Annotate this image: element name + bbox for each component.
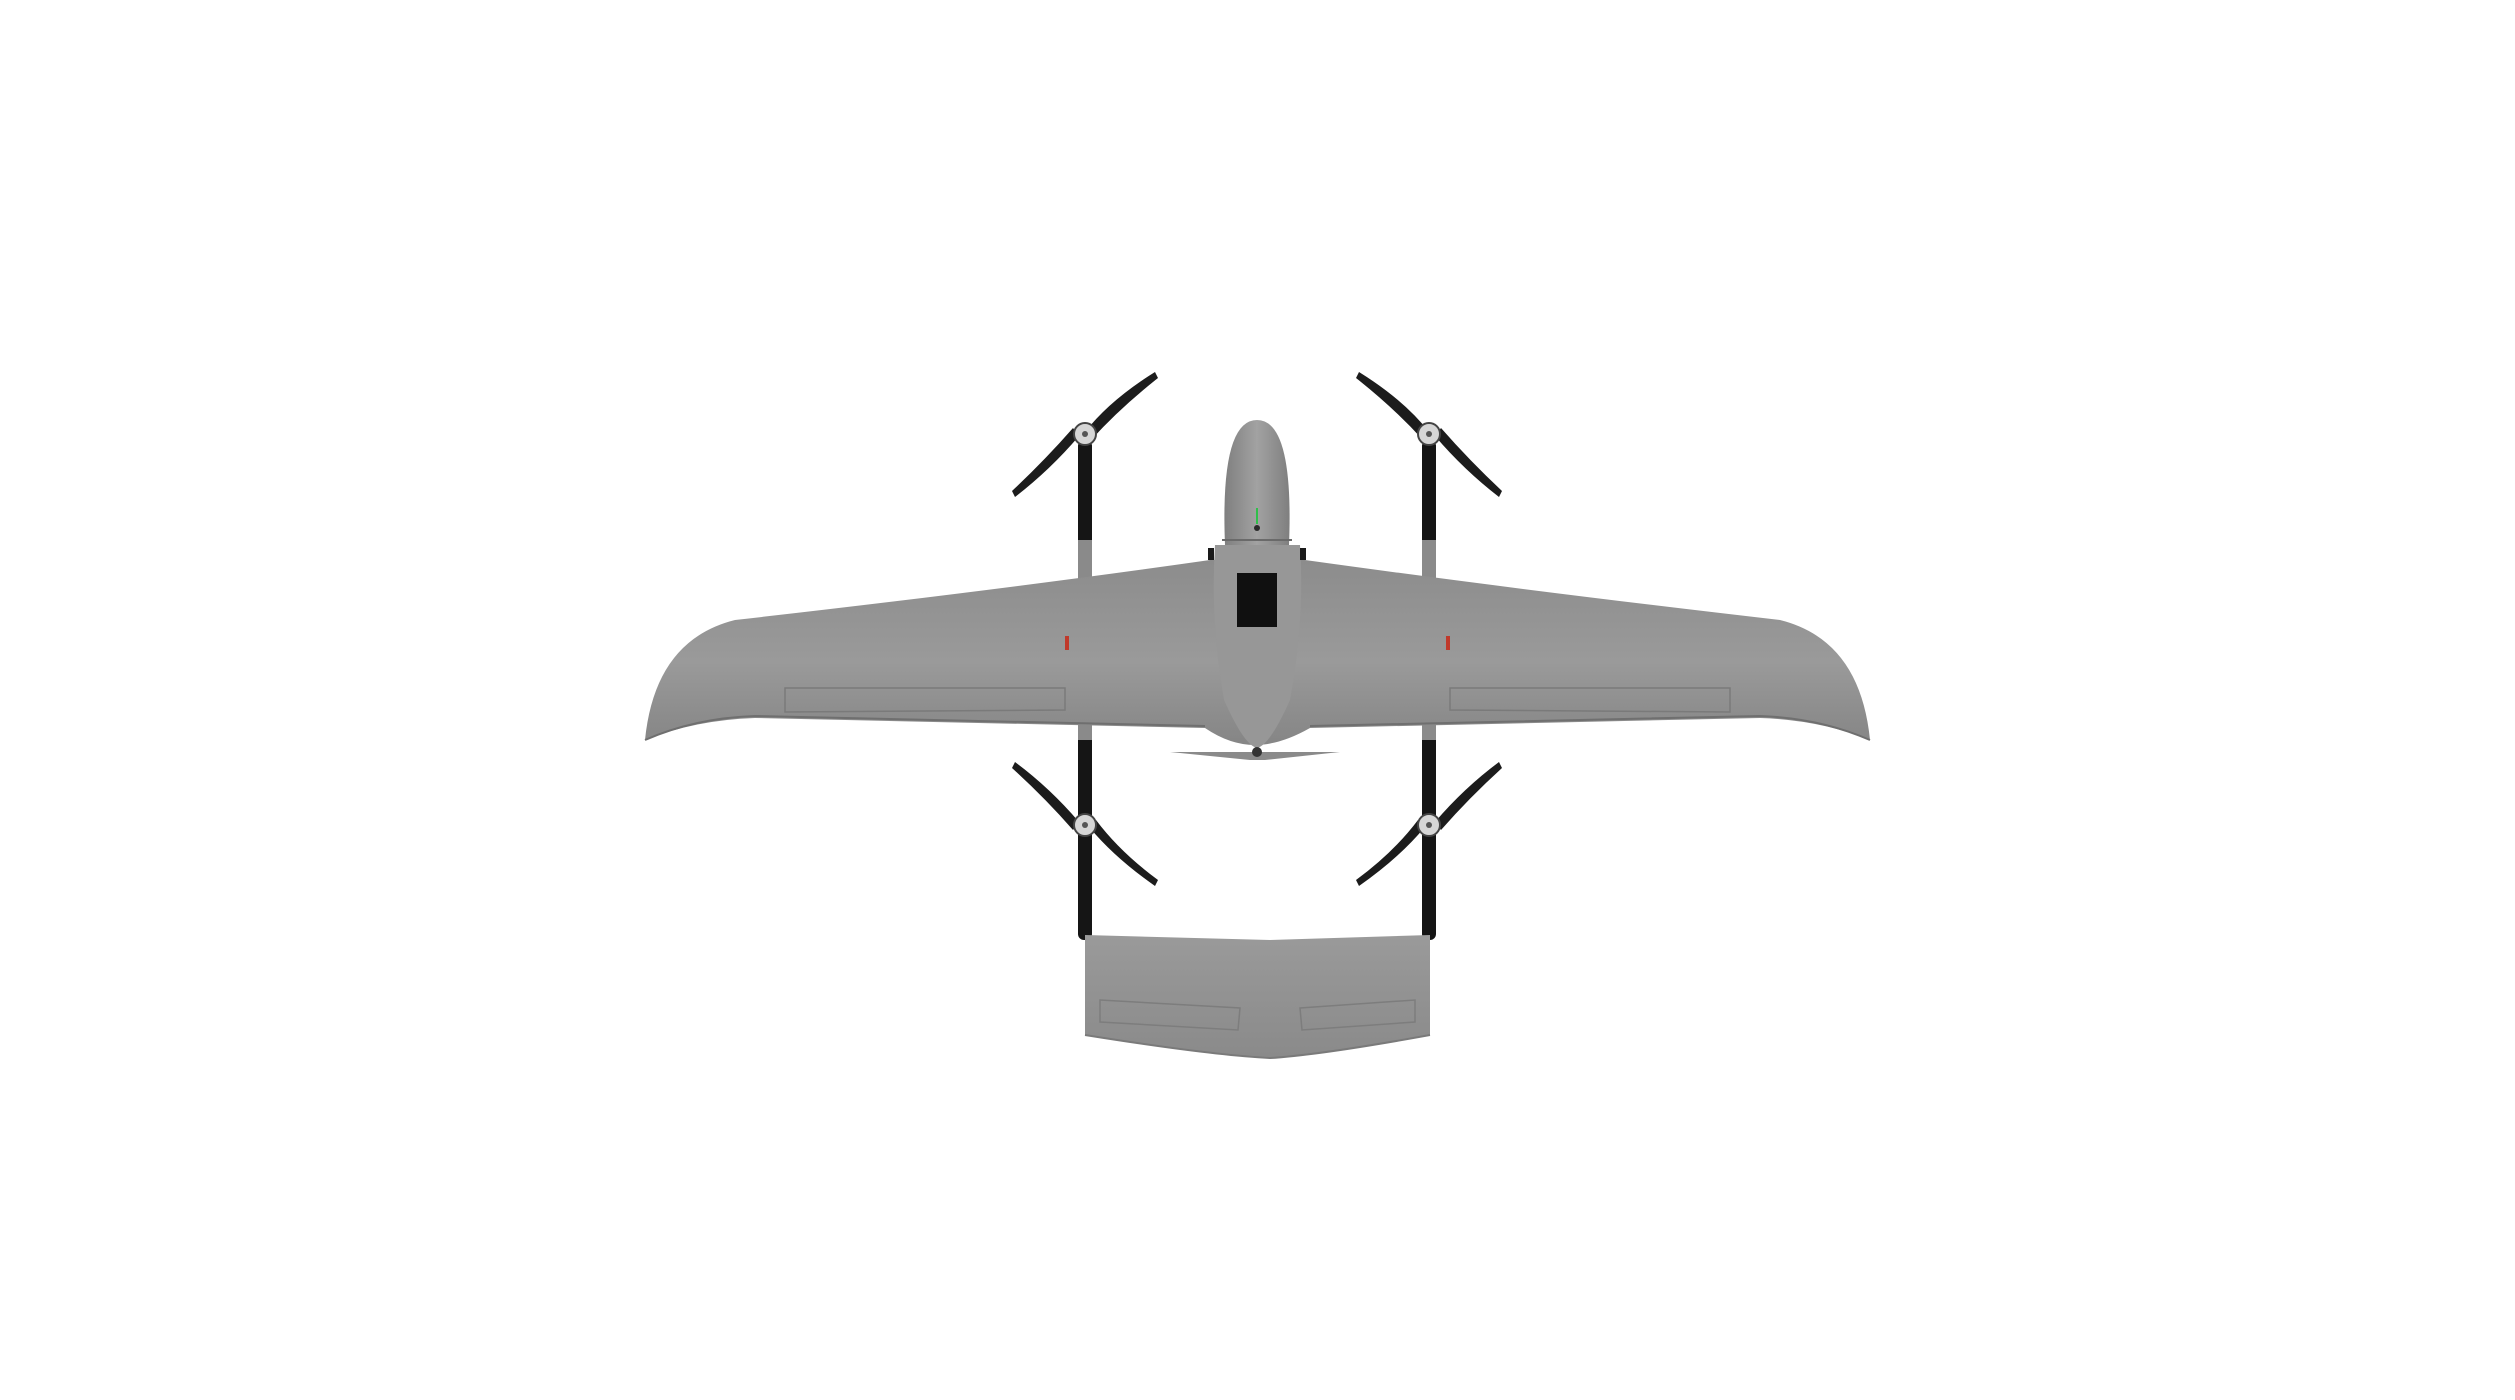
left-elevator-surface: [1099, 999, 1241, 1031]
fuselage: [1170, 420, 1340, 760]
rotor-rear-right: [1356, 762, 1502, 886]
left-nav-light: [1065, 636, 1069, 650]
right-elevator-surface: [1299, 999, 1416, 1031]
rotor-front-left: [1012, 372, 1158, 497]
rotor-rear-left: [1012, 762, 1158, 886]
tail-stabilizer: [1084, 935, 1431, 1060]
camera-hatch: [1237, 573, 1277, 627]
right-aileron: [1449, 687, 1731, 713]
right-nav-light: [1446, 636, 1450, 650]
left-aileron: [784, 687, 1066, 713]
rotor-front-right: [1356, 372, 1502, 497]
